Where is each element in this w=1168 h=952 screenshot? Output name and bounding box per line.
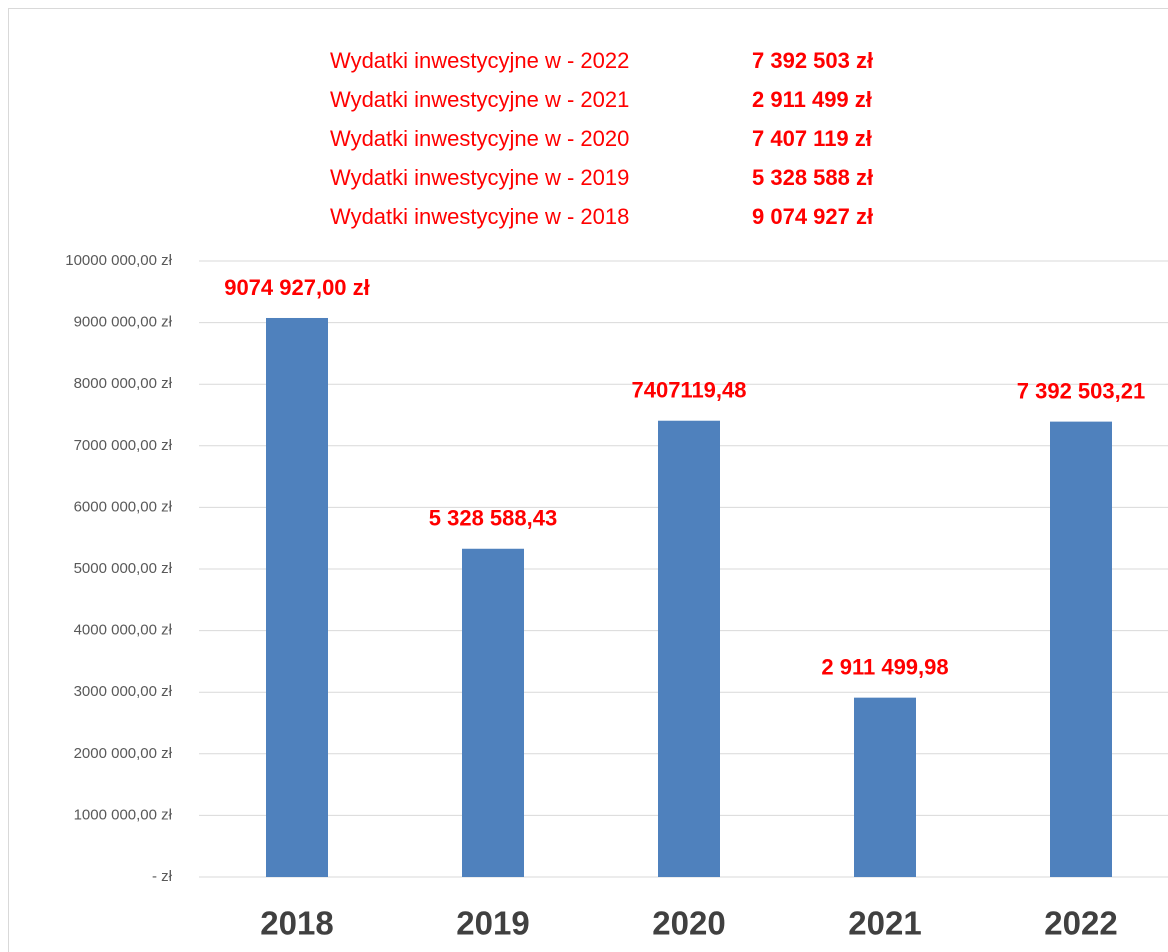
annotation-label: Wydatki inwestycyjne w - 2018 [330, 204, 629, 229]
y-tick-label: - zł [152, 868, 173, 885]
bar [854, 697, 916, 877]
annotation-label: Wydatki inwestycyjne w - 2022 [330, 48, 629, 73]
annotation-label: Wydatki inwestycyjne w - 2020 [330, 126, 629, 151]
chart-border [8, 8, 1168, 952]
bar [462, 548, 524, 877]
data-label: 2 911 499,98 [821, 654, 948, 679]
y-tick-label: 6000 000,00 zł [74, 498, 173, 515]
bar [266, 317, 328, 877]
annotation-amount: 5 328 588 zł [752, 165, 873, 190]
y-tick-label: 5000 000,00 zł [74, 560, 173, 577]
annotation-amount: 9 074 927 zł [752, 204, 873, 229]
y-tick-label: 10000 000,00 zł [65, 252, 172, 269]
y-tick-label: 9000 000,00 zł [74, 314, 173, 331]
bar [658, 420, 720, 877]
annotation-amount: 7 392 503 zł [752, 48, 873, 73]
annotation-amount: 2 911 499 zł [752, 87, 872, 112]
y-tick-label: 7000 000,00 zł [74, 437, 173, 454]
y-tick-label: 3000 000,00 zł [74, 683, 173, 700]
x-tick-label: 2019 [456, 905, 529, 942]
data-label: 5 328 588,43 [429, 506, 557, 531]
x-tick-label: 2021 [848, 905, 921, 942]
data-label: 7 392 503,21 [1017, 378, 1145, 403]
data-label: 9074 927,00 zł [224, 275, 370, 300]
y-tick-label: 4000 000,00 zł [74, 622, 173, 639]
annotation-label: Wydatki inwestycyjne w - 2021 [330, 87, 629, 112]
x-tick-label: 2022 [1044, 905, 1117, 942]
x-tick-label: 2018 [260, 905, 333, 942]
y-tick-label: 2000 000,00 zł [74, 745, 173, 762]
y-tick-label: 1000 000,00 zł [74, 806, 173, 823]
annotation-label: Wydatki inwestycyjne w - 2019 [330, 165, 629, 190]
bar [1050, 421, 1112, 877]
data-label: 7407119,48 [631, 378, 746, 403]
annotation-amount: 7 407 119 zł [752, 126, 872, 151]
y-tick-label: 8000 000,00 zł [74, 375, 173, 392]
x-tick-label: 2020 [652, 905, 725, 942]
